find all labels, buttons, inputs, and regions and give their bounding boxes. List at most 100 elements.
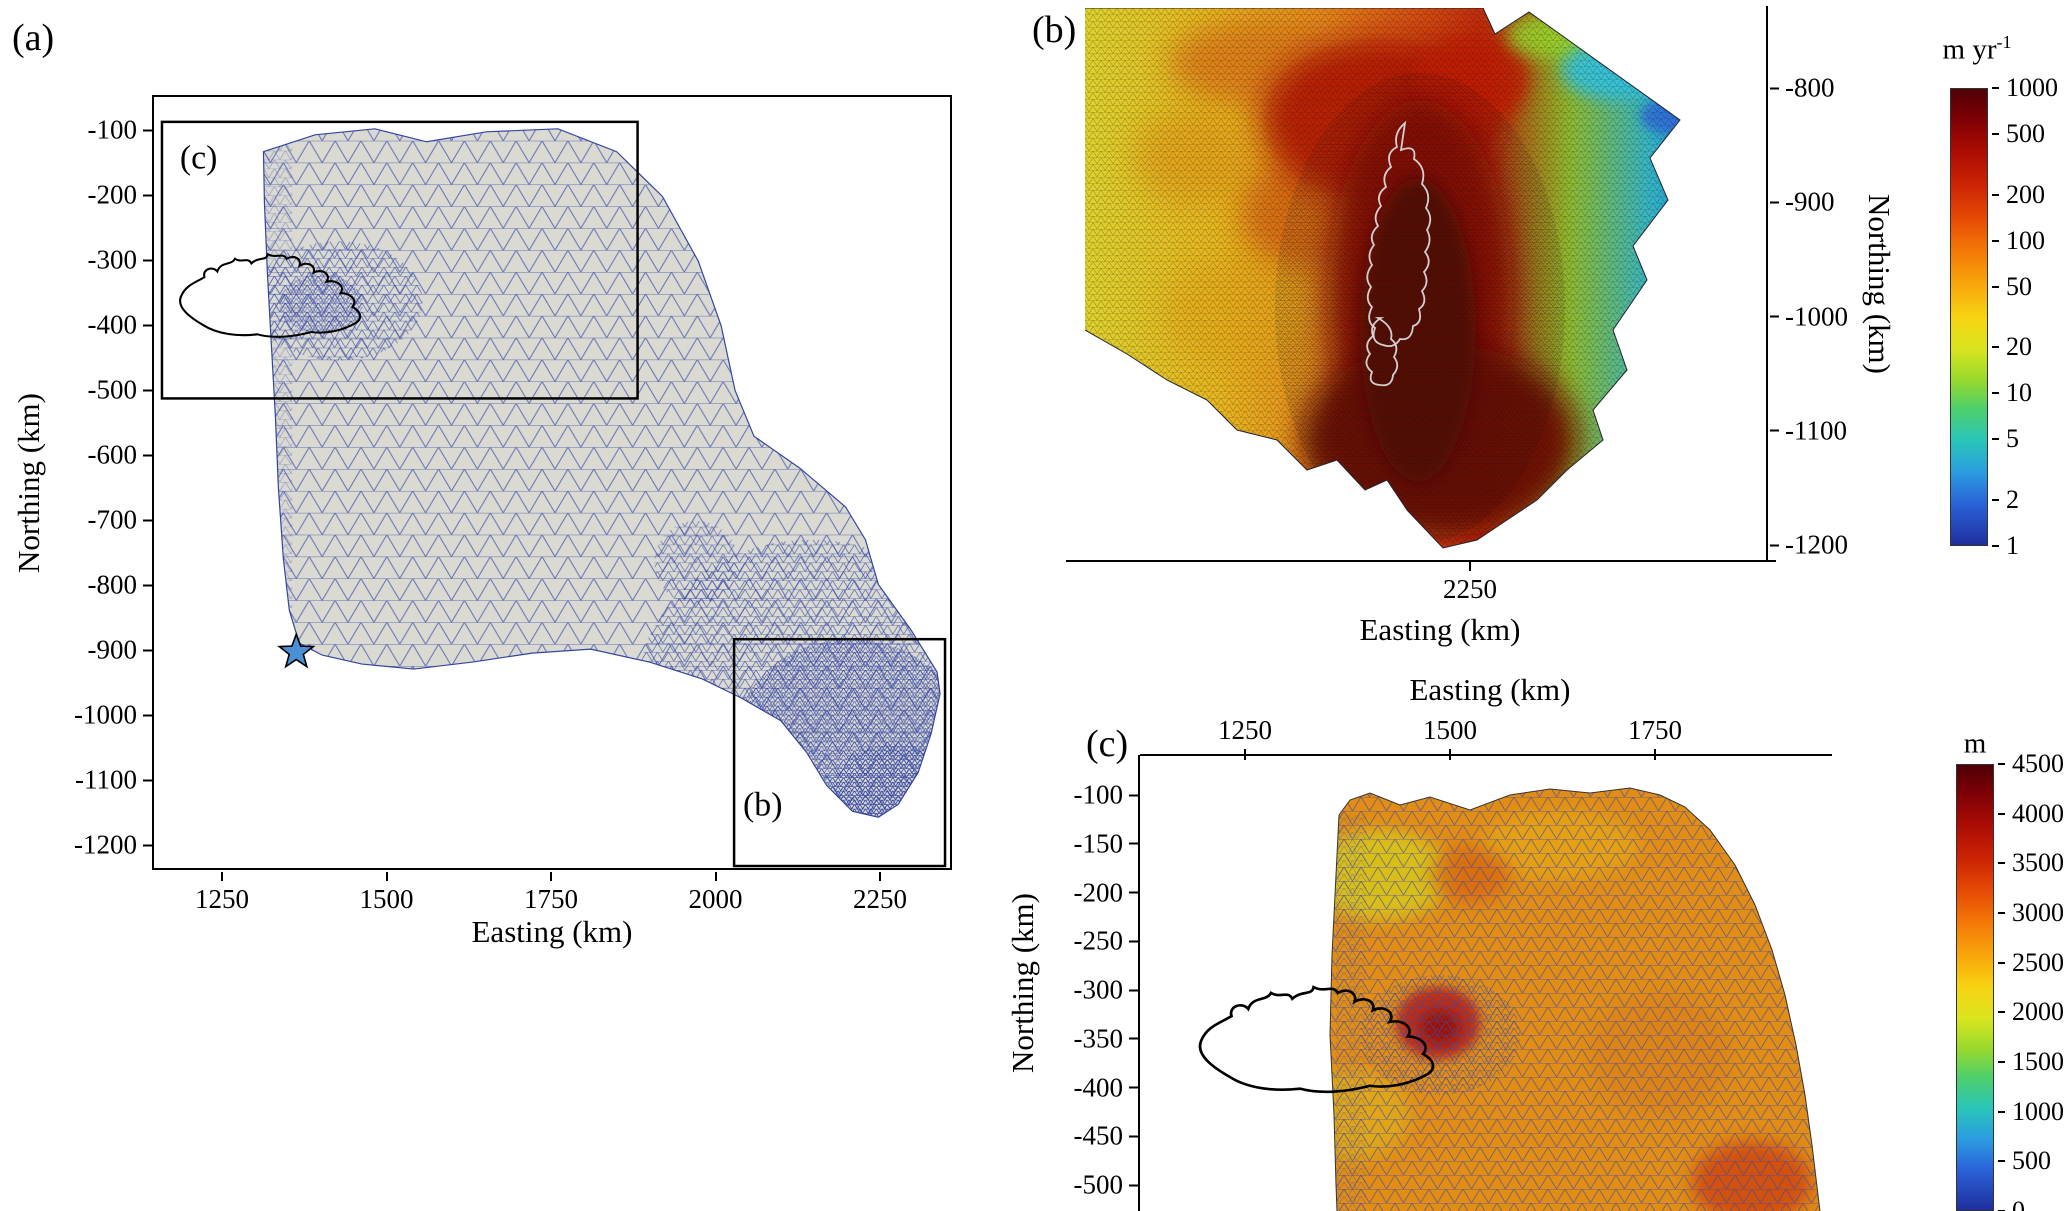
panel-c-colorbar-ticks: 4500 4000 3500 3000 2500 2000 1500 1000 500 0 xyxy=(1998,751,2064,1211)
panel-a-yaxis-label: Northing (km) xyxy=(11,392,47,573)
panel-a-xaxis-ticks: 1250 1500 1750 2000 2250 xyxy=(152,872,952,916)
tick-200: 200 xyxy=(1992,181,2045,208)
inset-b-label: (b) xyxy=(743,786,782,823)
tick--150: -150 xyxy=(1074,830,1138,857)
inset-c-rectangle xyxy=(160,120,639,400)
panel-c-xaxis-ticks: 1250 1500 1750 xyxy=(1140,710,1832,760)
panel-a-plot: (c) (b) xyxy=(152,95,952,870)
tick--250: -250 xyxy=(1074,927,1138,955)
tick-500: 500 xyxy=(1992,120,2045,147)
panel-c-yaxis-label: Northing (km) xyxy=(1005,893,1041,1073)
tick-1: 1 xyxy=(1992,533,2019,559)
star-marker xyxy=(277,631,316,669)
tick--200: -200 xyxy=(1074,879,1138,906)
tick-5: 5 xyxy=(1992,426,2019,452)
panel-c-domain-boundary xyxy=(1329,787,1821,1211)
tick-20: 20 xyxy=(1992,334,2032,360)
panel-c-xaxis-label: Easting (km) xyxy=(1409,672,1571,707)
tick--450: -450 xyxy=(1074,1122,1138,1150)
panel-c-plot xyxy=(1140,755,1830,1211)
panel-b-letter: (b) xyxy=(1032,9,1077,51)
panel-a-xaxis-label: Easting (km) xyxy=(471,914,633,949)
panel-c-colorbar xyxy=(1956,764,1994,1211)
tick--400: -400 xyxy=(1074,1074,1138,1101)
tick-100: 100 xyxy=(1992,227,2045,254)
panel-c-letter: (c) xyxy=(1086,723,1129,765)
tick--100: -100 xyxy=(1074,781,1138,809)
tick--800: -800 xyxy=(88,571,152,599)
tick-1000: 1000 xyxy=(1998,1098,2064,1125)
tick-1500: 1500 xyxy=(360,872,414,913)
grounding-outline-small xyxy=(1365,317,1399,387)
tick--500: -500 xyxy=(1074,1171,1138,1199)
tick-1500: 1500 xyxy=(1998,1049,2064,1075)
tick-2500: 2500 xyxy=(1998,949,2064,976)
tick--1000: -1000 xyxy=(74,701,152,729)
tick-1250: 1250 xyxy=(1218,717,1272,760)
tick--900: -900 xyxy=(1770,188,1835,216)
tick-2: 2 xyxy=(1992,487,2019,513)
panel-c-yaxis-ticks: -100 -150 -200 -250 -300 -350 -400 -450 -500 xyxy=(1046,755,1138,1211)
velocity-field xyxy=(1085,8,1680,548)
tick-1250: 1250 xyxy=(195,872,249,913)
tick--400: -400 xyxy=(88,311,152,339)
tick--900: -900 xyxy=(88,636,152,664)
panel-b-colorbar xyxy=(1950,88,1988,546)
tick--350: -350 xyxy=(1074,1025,1138,1052)
tick--800: -800 xyxy=(1770,74,1835,102)
tick-2250: 2250 xyxy=(853,872,907,913)
panel-b-velocity-figure xyxy=(1085,8,1681,549)
panel-b-yaxis-ticks: -800 -900 -1000 -1100 -1200 xyxy=(1770,8,1860,560)
tick-4000: 4000 xyxy=(1998,800,2064,827)
tick--300: -300 xyxy=(88,246,152,274)
panel-c-colorbar-title-base: m xyxy=(1963,727,1987,760)
panel-b-domain-boundary xyxy=(1085,8,1681,549)
tick-1750: 1750 xyxy=(524,872,578,913)
panel-b-colorbar-title: m yr-1 xyxy=(1912,32,2042,67)
tick-0: 0 xyxy=(1998,1198,2025,1211)
tick--1200: -1200 xyxy=(74,831,152,859)
panel-a-yaxis-ticks: -100 -200 -300 -400 -500 -600 -700 -800 -900 -100… xyxy=(58,95,152,870)
tick--600: -600 xyxy=(88,441,152,469)
tick--300: -300 xyxy=(1074,976,1138,1004)
tick--1000: -1000 xyxy=(1770,303,1848,330)
inset-c-label: (c) xyxy=(180,140,218,177)
panel-b-colorbar-title-base: m yr xyxy=(1942,33,1997,66)
tick-1500: 1500 xyxy=(1423,717,1477,760)
panel-a-mesh-figure: (c) (b) xyxy=(160,120,947,868)
panel-b-colorbar-ticks: 1000 500 200 100 50 20 10 5 2 1 xyxy=(1992,75,2064,559)
panel-b-yaxis-label-wrap: Northing (km) xyxy=(1856,8,1902,560)
tick--500: -500 xyxy=(88,376,152,404)
panel-b-yaxis-label: Northing (km) xyxy=(1862,194,1898,374)
inset-b-rectangle xyxy=(732,637,947,868)
grounding-outline-large xyxy=(1366,120,1432,348)
tick-2000: 2000 xyxy=(689,872,743,913)
panel-b-xaxis-label: Easting (km) xyxy=(1359,612,1521,647)
tick--1100: -1100 xyxy=(1770,417,1847,444)
panel-b-colorbar-title-exp: -1 xyxy=(1996,32,2012,52)
tick--1100: -1100 xyxy=(75,766,152,794)
tick--1200: -1200 xyxy=(1770,531,1848,559)
panel-c-xaxis-line xyxy=(1140,754,1832,756)
tick-2250: 2250 xyxy=(1443,562,1497,603)
panel-a-letter: (a) xyxy=(12,17,55,59)
tick-1750: 1750 xyxy=(1628,717,1682,760)
panel-a-yaxis-label-wrap: Northing (km) xyxy=(6,95,52,870)
tick-3500: 3500 xyxy=(1998,850,2064,876)
tick-3000: 3000 xyxy=(1998,900,2064,926)
tick-2000: 2000 xyxy=(1998,999,2064,1025)
panel-b-xaxis-ticks: 2250 xyxy=(1085,562,1765,604)
panel-b-plot xyxy=(1085,8,1765,560)
tick-10: 10 xyxy=(1992,380,2032,406)
elevation-field xyxy=(1330,788,1820,1211)
panel-b-xaxis-line xyxy=(1066,560,1776,562)
model-domain-boundary xyxy=(262,128,941,818)
panel-c-colorbar-title: m xyxy=(1956,726,1994,761)
tick-1000: 1000 xyxy=(1992,75,2058,101)
panel-c-elevation-figure xyxy=(1198,787,1821,1211)
tick-50: 50 xyxy=(1992,273,2032,300)
panel-b-yaxis-line xyxy=(1766,6,1768,562)
tick--700: -700 xyxy=(88,506,152,534)
tick--100: -100 xyxy=(88,116,152,144)
